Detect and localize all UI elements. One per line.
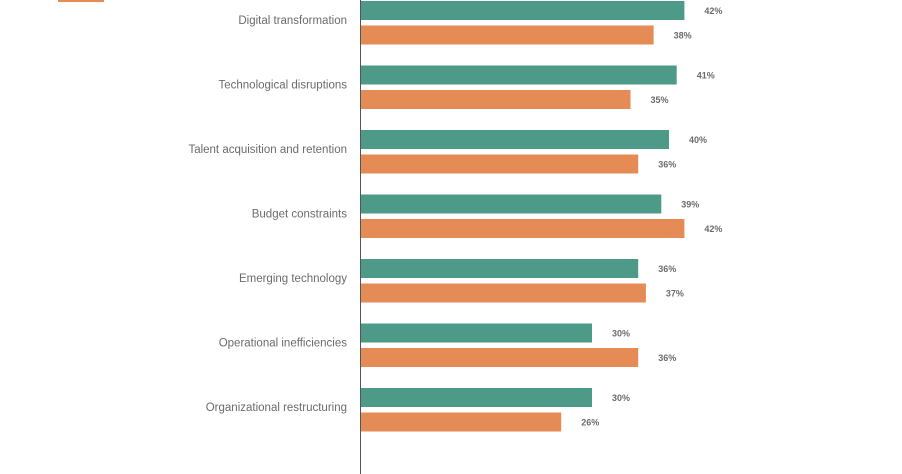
- category-label: Digital transformation: [238, 15, 347, 27]
- value-label: 38%: [674, 31, 692, 41]
- bar-series-1: [361, 1, 685, 20]
- value-label: 36%: [658, 353, 676, 363]
- bar-series-1: [361, 130, 669, 149]
- category-label: Budget constraints: [252, 209, 348, 221]
- value-label: 37%: [666, 289, 684, 299]
- category-label: Talent acquisition and retention: [188, 144, 347, 156]
- value-label: 39%: [681, 200, 699, 210]
- bars: [361, 1, 685, 432]
- bar-series-2: [361, 219, 685, 238]
- category-labels: Digital transformation Technological disr…: [188, 15, 347, 414]
- value-label: 42%: [704, 6, 722, 16]
- category-label: Operational inefficiencies: [219, 338, 348, 350]
- value-label: 35%: [651, 95, 669, 105]
- value-label: 30%: [612, 329, 630, 339]
- bar-series-2: [361, 25, 654, 45]
- bar-series-1: [361, 65, 677, 85]
- value-label: 26%: [581, 418, 599, 428]
- value-label: 36%: [658, 264, 676, 274]
- legend-swatch: [58, 0, 104, 2]
- bar-series-2: [361, 412, 562, 432]
- bar-series-2: [361, 90, 631, 109]
- value-label: 42%: [704, 224, 722, 234]
- bar-series-2: [361, 283, 646, 303]
- category-label: Organizational restructuring: [206, 402, 347, 414]
- value-label: 30%: [612, 393, 630, 403]
- bar-series-1: [361, 194, 662, 214]
- value-label: 36%: [658, 160, 676, 170]
- category-label: Technological disruptions: [219, 80, 348, 92]
- value-label: 40%: [689, 135, 707, 145]
- category-label: Emerging technology: [239, 273, 347, 285]
- bar-series-2: [361, 154, 639, 174]
- value-label: 41%: [697, 71, 715, 81]
- bar-series-1: [361, 388, 592, 407]
- bar-series-1: [361, 323, 592, 343]
- bar-series-2: [361, 348, 639, 367]
- bar-series-1: [361, 259, 639, 278]
- value-labels: 42% 38% 41% 35% 40% 36% 39% 42% 36% 37% 30% 36% 30% 2…: [581, 6, 722, 428]
